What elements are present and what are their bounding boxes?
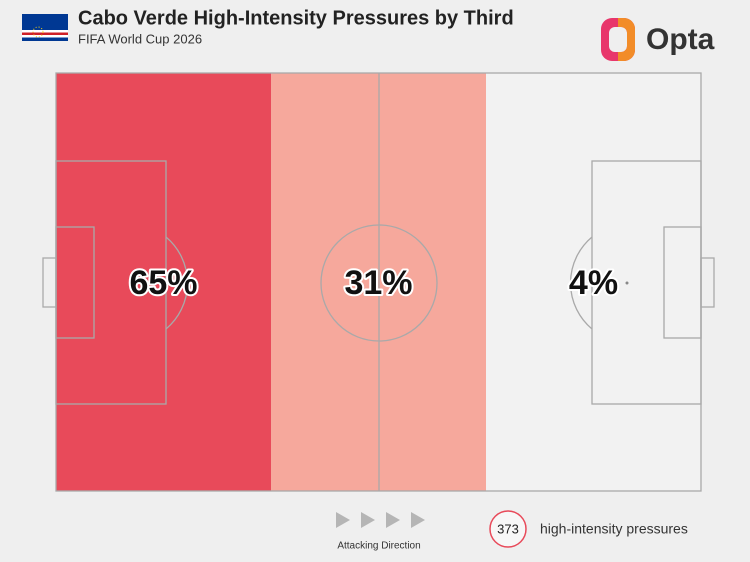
direction-arrows [336,512,425,528]
annotation: Attacking Direction [337,541,420,552]
chart-subtitle: FIFA World Cup 2026 [78,31,202,46]
third-zone [56,73,271,491]
brand-logo [601,18,635,61]
chart-title: Cabo Verde High-Intensity Pressures by T… [78,7,514,29]
brand: Opta [646,23,715,56]
total-badge [489,510,527,548]
value-label: 65% [129,264,197,302]
flag [22,14,68,41]
value-label: 31% [344,264,412,302]
third-zone [486,73,701,491]
value-label: 4% [569,264,618,302]
total-label: high-intensity pressures [540,521,688,537]
total: 373 [497,521,519,536]
pitch-lines [42,72,715,492]
